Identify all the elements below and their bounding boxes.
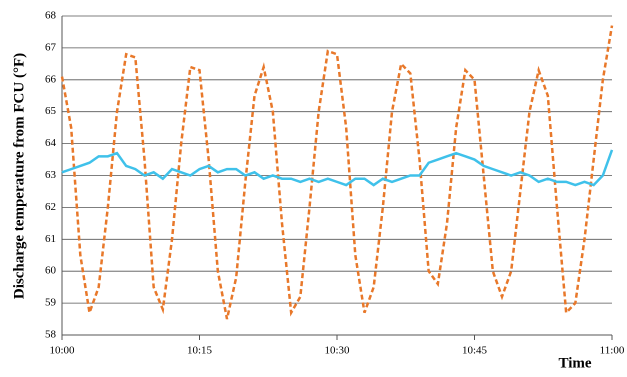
x-tick-label: 10:15 bbox=[187, 345, 213, 357]
series-line bbox=[60, 25, 614, 320]
series-line bbox=[61, 149, 614, 187]
x-axis-label: Time bbox=[558, 355, 591, 371]
y-axis-label: Discharge temperature from FCU (°F) bbox=[11, 53, 27, 299]
y-tick-label: 64 bbox=[45, 137, 57, 149]
y-tick-label: 68 bbox=[45, 10, 57, 22]
y-tick-label: 58 bbox=[45, 329, 57, 341]
x-tick-label: 11:00 bbox=[600, 345, 625, 357]
y-tick-label: 60 bbox=[45, 265, 57, 277]
y-tick-label: 63 bbox=[45, 169, 57, 181]
y-tick-label: 61 bbox=[45, 233, 56, 245]
y-tick-label: 65 bbox=[45, 105, 57, 117]
y-tick-label: 62 bbox=[45, 201, 56, 213]
x-tick-label: 10:00 bbox=[49, 345, 75, 357]
y-tick-label: 59 bbox=[45, 297, 57, 309]
y-tick-label: 66 bbox=[45, 73, 57, 85]
y-tick-label: 67 bbox=[45, 41, 57, 53]
x-tick-label: 10:45 bbox=[462, 345, 488, 357]
x-tick-label: 10:30 bbox=[324, 345, 350, 357]
